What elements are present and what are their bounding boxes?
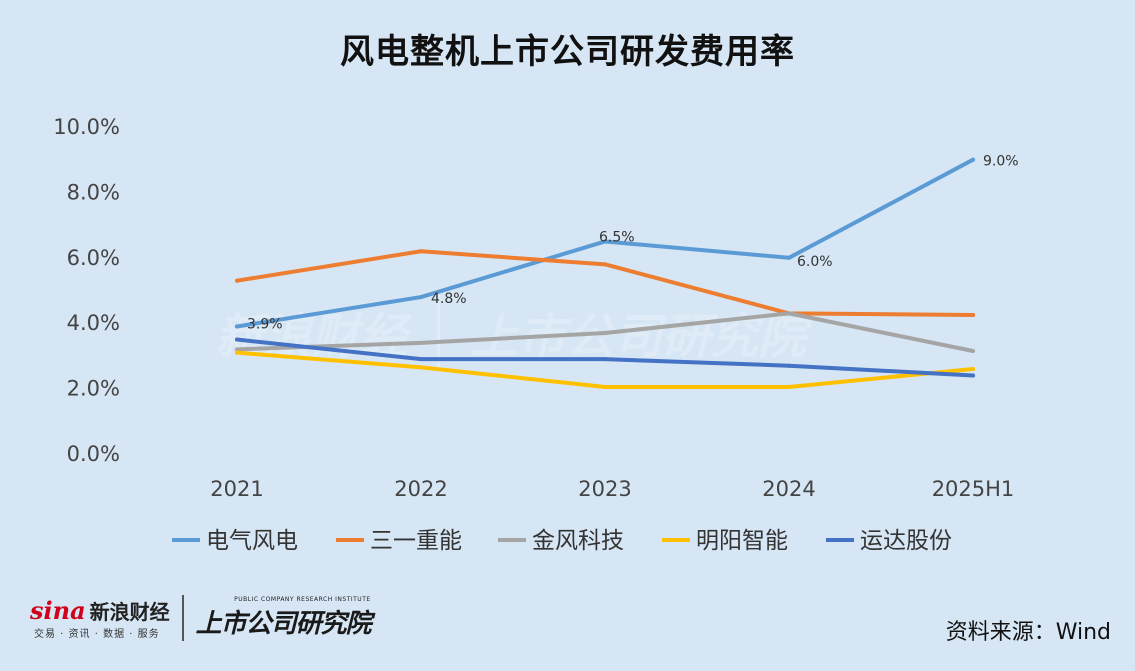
institute-logo: PUBLIC COMPANY RESEARCH INSTITUTE 上市公司研究… — [195, 596, 372, 640]
data-point — [419, 365, 423, 370]
data-point — [235, 324, 239, 329]
series-line-2 — [235, 249, 975, 318]
data-point — [419, 340, 423, 345]
x-tick-label: 2024 — [762, 477, 815, 501]
sina-logo: sina 新浪财经 交易 · 资讯 · 数据 · 服务 — [30, 596, 170, 640]
sina-finance-name: 新浪财经 — [89, 600, 170, 624]
data-point — [235, 347, 239, 352]
sina-wordmark: sina — [30, 596, 86, 625]
legend-label: 金风科技 — [532, 528, 624, 554]
data-label: 4.8% — [431, 291, 467, 307]
data-point — [787, 255, 791, 260]
data-point — [603, 239, 607, 244]
data-label: 9.0% — [983, 154, 1019, 170]
data-point — [235, 337, 239, 342]
y-tick-label: 0.0% — [67, 442, 120, 466]
data-point — [235, 278, 239, 283]
data-point — [603, 331, 607, 336]
y-tick-label: 6.0% — [67, 246, 120, 270]
y-tick-label: 10.0% — [53, 115, 120, 139]
x-tick-label: 2023 — [578, 477, 631, 501]
chart-title: 风电整机上市公司研发费用率 — [340, 32, 795, 72]
data-labels: 3.9% 4.8% 6.5% 6.0% 9.0% — [247, 154, 1019, 333]
series-layer — [235, 157, 975, 389]
data-point — [971, 348, 975, 353]
x-tick-label: 2022 — [394, 477, 447, 501]
data-point — [971, 157, 975, 162]
x-tick-label: 2021 — [210, 477, 263, 501]
data-point — [787, 363, 791, 368]
y-axis: 0.0% 2.0% 4.0% 6.0% 8.0% 10.0% — [53, 115, 120, 466]
x-axis: 2021 2022 2023 2024 2025H1 — [210, 477, 1014, 501]
data-point — [235, 350, 239, 355]
x-tick-label: 2025H1 — [932, 477, 1015, 501]
y-tick-label: 8.0% — [67, 180, 120, 204]
data-point — [971, 373, 975, 378]
legend-label: 明阳智能 — [696, 528, 788, 554]
data-label: 6.0% — [797, 254, 833, 270]
data-point — [419, 295, 423, 300]
data-label: 3.9% — [247, 316, 283, 332]
legend-label: 三一重能 — [370, 528, 462, 554]
institute-name: 上市公司研究院 — [195, 609, 372, 639]
legend-label: 电气风电 — [206, 528, 298, 554]
line-chart: 0.0%2.0%4.0%6.0%8.0%10.0% 2021 2022 2023 20… — [53, 115, 1019, 554]
data-point — [603, 384, 607, 389]
legend-label: 运达股份 — [860, 528, 952, 554]
data-point — [419, 357, 423, 362]
data-point — [603, 262, 607, 267]
data-point — [603, 357, 607, 362]
y-tick-label: 4.0% — [67, 311, 120, 335]
logo-divider — [181, 595, 184, 641]
data-point — [971, 313, 975, 318]
data-point — [419, 249, 423, 254]
footer-logo: sina 新浪财经 交易 · 资讯 · 数据 · 服务 PUBLIC COMPA… — [30, 594, 372, 642]
data-label: 6.5% — [599, 229, 635, 245]
legend: 电气风电 三一重能 金风科技 明阳智能 运达股份 — [172, 528, 952, 554]
source-note: 资料来源：Wind — [945, 620, 1111, 645]
data-point — [971, 366, 975, 371]
data-point — [787, 311, 791, 316]
data-point — [787, 384, 791, 389]
sina-tagline: 交易 · 资讯 · 数据 · 服务 — [34, 629, 160, 640]
institute-english-name: PUBLIC COMPANY RESEARCH INSTITUTE — [234, 596, 371, 603]
y-tick-label: 2.0% — [67, 377, 120, 401]
